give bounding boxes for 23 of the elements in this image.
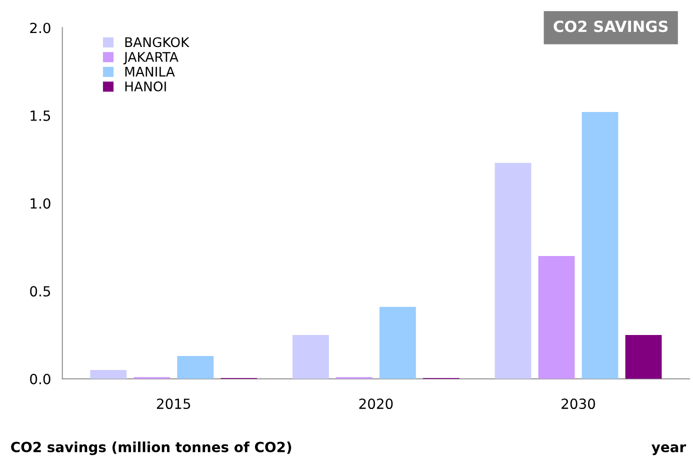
legend-label: MANILA bbox=[125, 66, 175, 76]
bar bbox=[538, 256, 575, 379]
legend-label: HANOI bbox=[125, 81, 166, 92]
y-tick-label: 0.0 bbox=[30, 374, 50, 384]
x-tick-label: 2015 bbox=[156, 398, 190, 410]
x-tick-label: 2020 bbox=[359, 398, 393, 410]
y-tick-label: 0.5 bbox=[30, 286, 50, 297]
y-tick-label: 2.0 bbox=[30, 22, 50, 34]
bar bbox=[292, 334, 329, 379]
legend-label: JAKARTA bbox=[123, 52, 178, 64]
x-tick-label: 2030 bbox=[562, 398, 596, 410]
bar bbox=[582, 112, 618, 379]
x-axis-title: year bbox=[652, 444, 686, 456]
bar bbox=[90, 370, 127, 379]
bar bbox=[379, 306, 416, 379]
y-tick-label: 1.0 bbox=[30, 198, 50, 209]
chart-title: CO2 SAVINGS bbox=[554, 20, 668, 32]
legend-label: BANGKOK bbox=[125, 37, 190, 48]
bar bbox=[625, 334, 662, 379]
y-tick-label: 1.5 bbox=[30, 110, 50, 121]
bar bbox=[177, 356, 214, 379]
y-axis-title: CO2 savings (million tonnes of CO2) bbox=[11, 442, 292, 456]
bar bbox=[494, 162, 532, 379]
